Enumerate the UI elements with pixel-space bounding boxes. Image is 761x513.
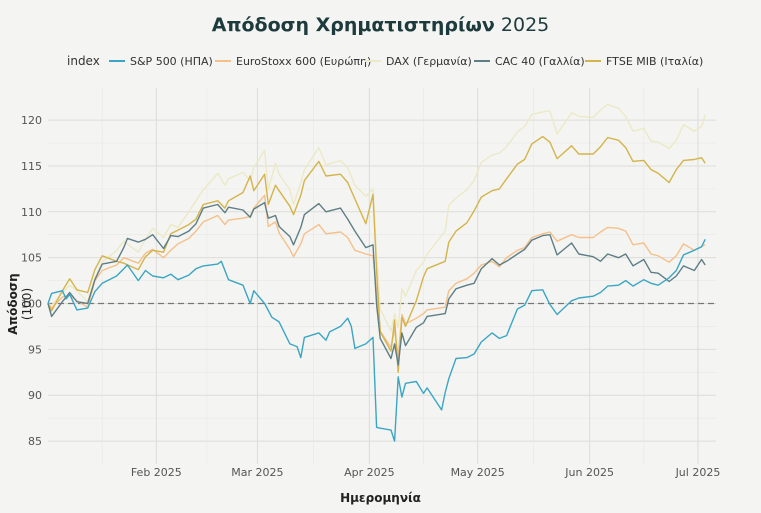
- x-tick-label: May 2025: [451, 466, 505, 479]
- x-tick-label: Mar 2025: [231, 466, 283, 479]
- y-tick-label: 105: [21, 252, 42, 265]
- legend-label-eurostoxx: EuroStoxx 600 (Ευρώπη): [236, 55, 372, 68]
- legend-item-eurostoxx: EuroStoxx 600 (Ευρώπη): [215, 55, 371, 68]
- series-line-0: [47, 238, 706, 442]
- legend-title: index: [67, 54, 100, 68]
- y-tick-label: 120: [21, 114, 42, 127]
- legend-item-dax: DAX (Γερμανία): [365, 55, 472, 68]
- x-tick-label: Jul 2025: [675, 466, 721, 479]
- y-tick-label: 110: [21, 206, 42, 219]
- x-tick-label: Apr 2025: [344, 466, 395, 479]
- series-line-3: [47, 201, 706, 366]
- legend-swatch-eurostoxx: [215, 60, 231, 62]
- legend-swatch-sp500: [109, 60, 125, 62]
- chart-title-main: Απόδοση Χρηματιστηρίων: [211, 14, 495, 36]
- legend-swatch-cac40: [474, 60, 490, 62]
- chart-title-year: 2025: [500, 14, 550, 36]
- legend-item-ftsemib: FTSE MIB (Ιταλία): [585, 55, 703, 68]
- series-lines: [47, 103, 706, 442]
- legend-swatch-ftsemib: [585, 60, 601, 62]
- x-tick-label: Feb 2025: [131, 466, 182, 479]
- legend-item-sp500: S&P 500 (ΗΠΑ): [109, 55, 213, 68]
- legend-label-cac40: CAC 40 (Γαλλία): [495, 55, 585, 68]
- series-line-2: [47, 103, 706, 332]
- legend-label-ftsemib: FTSE MIB (Ιταλία): [606, 55, 704, 68]
- legend-swatch-dax: [365, 60, 381, 62]
- y-tick-label: 115: [21, 160, 42, 173]
- y-tick-label: 100: [21, 298, 42, 311]
- axis-ticks: 85 90 95 100 105 110 115 120 Feb 2025 Mar 2025 Apr…: [21, 114, 720, 479]
- y-tick-label: 85: [28, 435, 42, 448]
- x-tick-label: Jun 2025: [564, 466, 614, 479]
- y-axis-label-unit: (100): [20, 287, 34, 321]
- legend-label-dax: DAX (Γερμανία): [386, 55, 472, 68]
- legend: index S&P 500 (ΗΠΑ) EuroStoxx 600 (Ευρώπ…: [0, 52, 761, 72]
- chart-title: Απόδοση Χρηματιστηρίων 2025: [0, 14, 761, 36]
- legend-label-sp500: S&P 500 (ΗΠΑ): [130, 55, 213, 68]
- x-axis-label: Ημερομηνία: [340, 491, 421, 505]
- y-tick-label: 95: [28, 343, 42, 356]
- y-axis-label-main: Απόδοση: [6, 273, 20, 335]
- series-line-1: [47, 194, 706, 359]
- legend-item-cac40: CAC 40 (Γαλλία): [474, 55, 585, 68]
- y-axis-label: Απόδοση (100): [6, 264, 34, 344]
- y-tick-label: 90: [28, 389, 42, 402]
- grid-lines: [48, 88, 716, 464]
